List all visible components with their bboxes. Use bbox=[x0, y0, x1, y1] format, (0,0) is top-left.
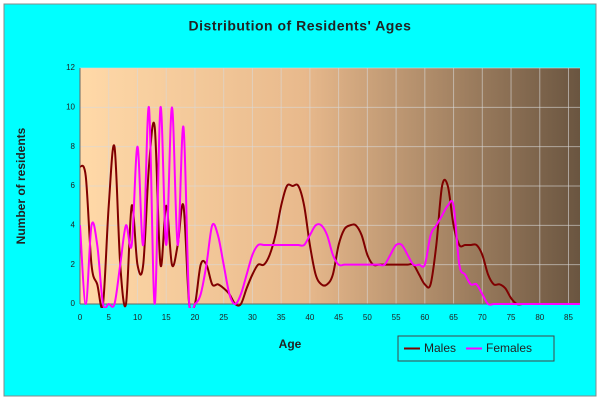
plot-lines bbox=[80, 106, 580, 308]
x-tick-label: 5 bbox=[107, 313, 112, 322]
y-axis-label: Number of residents bbox=[14, 127, 28, 244]
y-tick-label: 4 bbox=[71, 220, 76, 229]
x-tick-label: 45 bbox=[334, 313, 343, 322]
x-tick-label: 55 bbox=[392, 313, 401, 322]
x-tick-label: 15 bbox=[162, 313, 171, 322]
x-tick-label: 60 bbox=[420, 313, 429, 322]
line-series bbox=[80, 121, 580, 308]
y-tick-label: 0 bbox=[71, 299, 76, 308]
y-tick-label: 12 bbox=[66, 63, 75, 72]
chart-title: Distribution of Residents' Ages bbox=[189, 18, 412, 34]
x-tick-label: 35 bbox=[277, 313, 286, 322]
legend-label: Males bbox=[424, 341, 456, 355]
x-axis-label: Age bbox=[279, 337, 302, 351]
x-tick-label: 0 bbox=[78, 313, 83, 322]
x-tick-label: 30 bbox=[248, 313, 257, 322]
x-tick-label: 25 bbox=[219, 313, 228, 322]
x-tick-label: 40 bbox=[305, 313, 314, 322]
x-tick-label: 70 bbox=[478, 313, 487, 322]
y-tick-label: 8 bbox=[71, 142, 76, 151]
y-tick-label: 2 bbox=[71, 260, 76, 269]
x-tick-label: 75 bbox=[507, 313, 516, 322]
x-tick-label: 20 bbox=[190, 313, 199, 322]
x-tick-label: 50 bbox=[363, 313, 372, 322]
x-tick-label: 80 bbox=[535, 313, 544, 322]
x-tick-label: 85 bbox=[564, 313, 573, 322]
x-tick-label: 65 bbox=[449, 313, 458, 322]
line-series bbox=[80, 106, 580, 308]
y-tick-label: 6 bbox=[71, 181, 76, 190]
legend-label: Females bbox=[486, 341, 532, 355]
x-tick-label: 10 bbox=[133, 313, 142, 322]
y-tick-label: 10 bbox=[66, 102, 75, 111]
